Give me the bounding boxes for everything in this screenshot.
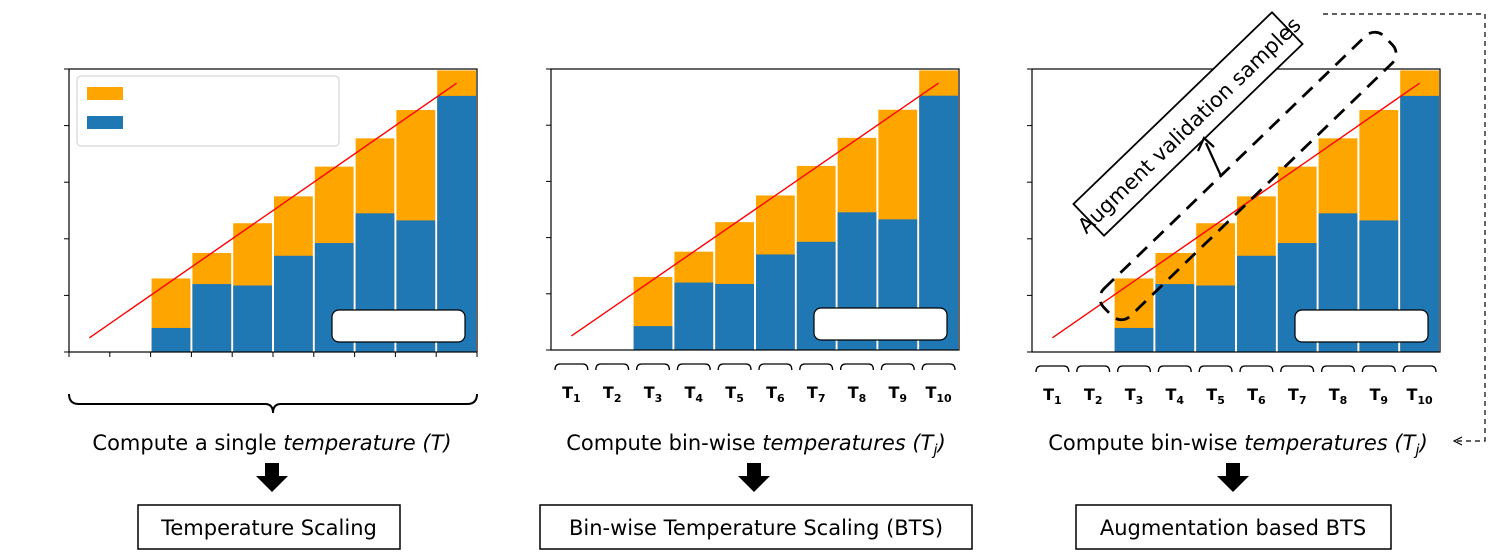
accuracy-bar (151, 327, 191, 352)
accuracy-bar (192, 284, 232, 352)
accuracy-bar (756, 254, 795, 350)
method-label: Augmentation based BTS (1100, 516, 1366, 540)
bin-bracket (1402, 365, 1437, 373)
bin-temperature-label: T4 (1166, 385, 1185, 407)
bin-temperature-label: T2 (1084, 385, 1103, 407)
method-label: Bin-wise Temperature Scaling (BTS) (569, 516, 943, 540)
bin-bracket (1361, 365, 1396, 373)
bin-bracket (1035, 365, 1070, 373)
bin-temperature-label: T4 (685, 383, 704, 405)
bin-temperature-label: T1 (562, 383, 581, 405)
up-arrow-icon (1197, 136, 1215, 152)
perfect-calibration-line (89, 82, 457, 339)
bin-temperature-label: T3 (644, 383, 663, 405)
down-arrow-icon (1217, 463, 1249, 492)
bin-bracket (799, 363, 834, 371)
plot-frame (550, 68, 960, 351)
panel-bin-wise-temperature-scaling: T1 T2 T3 T4 T5 T6 T7 T8 T9 T10 (546, 68, 960, 405)
accuracy-bar (1400, 95, 1439, 352)
bin-bracket (635, 363, 671, 371)
bin-temperature-label: T6 (766, 383, 785, 405)
bin-temperature-label: T10 (925, 383, 952, 405)
bin-temperature-label: T9 (889, 383, 908, 405)
up-arrow-shaft (1204, 142, 1223, 177)
accuracy-bar (274, 255, 313, 352)
bin-bracket (595, 363, 630, 371)
bin-temperature-label: T9 (1370, 385, 1389, 407)
bin-temperature-label: T7 (807, 383, 826, 405)
bin-bracket (1116, 365, 1152, 373)
bin-bracket (1280, 365, 1315, 373)
accuracy-bar (1237, 255, 1276, 352)
panel-temperature-scaling (64, 68, 478, 414)
bin-temperature-label: T5 (1206, 385, 1225, 407)
ece-box (813, 307, 948, 341)
bin-bracket (1239, 365, 1274, 373)
accuracy-bar (233, 285, 272, 352)
bin-temperature-label: T5 (725, 383, 744, 405)
feedback-dashed-arrow (1323, 13, 1486, 441)
bin-bracket (554, 363, 589, 371)
bin-bracket (921, 363, 956, 371)
dashed-region-outline (1098, 30, 1398, 322)
bin-temperature-label: T2 (603, 383, 622, 405)
method-label: Temperature Scaling (160, 516, 377, 540)
bin-temperature-label: T10 (1406, 385, 1433, 407)
perfect-calibration-line (1052, 82, 1420, 339)
bin-bracket (1198, 365, 1233, 373)
curly-brace (68, 393, 478, 414)
method-box-bts: Bin-wise Temperature Scaling (BTS) (539, 504, 973, 550)
ece-box (1294, 309, 1429, 343)
accuracy-bar (633, 326, 673, 350)
panel-augmentation-bts: T1 T2 T3 T4 T5 T6 T7 T8 T9 T10 (1027, 68, 1441, 407)
bin-bracket (717, 363, 752, 371)
down-arrow-icon (256, 463, 288, 492)
bin-temperature-label: T1 (1043, 385, 1062, 407)
bin-bracket (1157, 365, 1192, 373)
caption-single-temperature: Compute a single temperature (T) (92, 431, 451, 455)
caption-bin-wise-temperatures-augmented: Compute bin-wise temperatures (Tj) (1048, 431, 1428, 459)
bin-bracket (1076, 365, 1111, 373)
accuracy-bar (715, 283, 754, 350)
perfect-calibration-line (571, 82, 939, 337)
accuracy-bar (1155, 284, 1195, 352)
method-box-temperature-scaling: Temperature Scaling (137, 504, 401, 550)
legend-swatch-confidence (87, 87, 123, 100)
legend-box (76, 75, 340, 147)
bin-temperature-label: T3 (1125, 385, 1144, 407)
bin-bracket (758, 363, 793, 371)
bin-bracket (1320, 365, 1356, 373)
caption-bin-wise-temperatures: Compute bin-wise temperatures (Tj) (566, 431, 946, 459)
bin-bracket (676, 363, 711, 371)
bin-temperature-label: T8 (848, 383, 867, 405)
ece-box (331, 309, 466, 343)
bin-bracket (880, 363, 915, 371)
accuracy-bar (437, 95, 476, 352)
bin-temperature-label: T8 (1329, 385, 1348, 407)
down-arrow-icon (738, 463, 770, 492)
accuracy-bar (1114, 327, 1154, 352)
bin-bracket (839, 363, 875, 371)
bin-temperature-label: T7 (1288, 385, 1307, 407)
accuracy-bar (1196, 285, 1235, 352)
bin-temperature-label: T6 (1247, 385, 1266, 407)
method-box-augmentation-bts: Augmentation based BTS (1075, 504, 1392, 550)
legend-swatch-accuracy (87, 116, 123, 129)
accuracy-bar (674, 282, 714, 350)
